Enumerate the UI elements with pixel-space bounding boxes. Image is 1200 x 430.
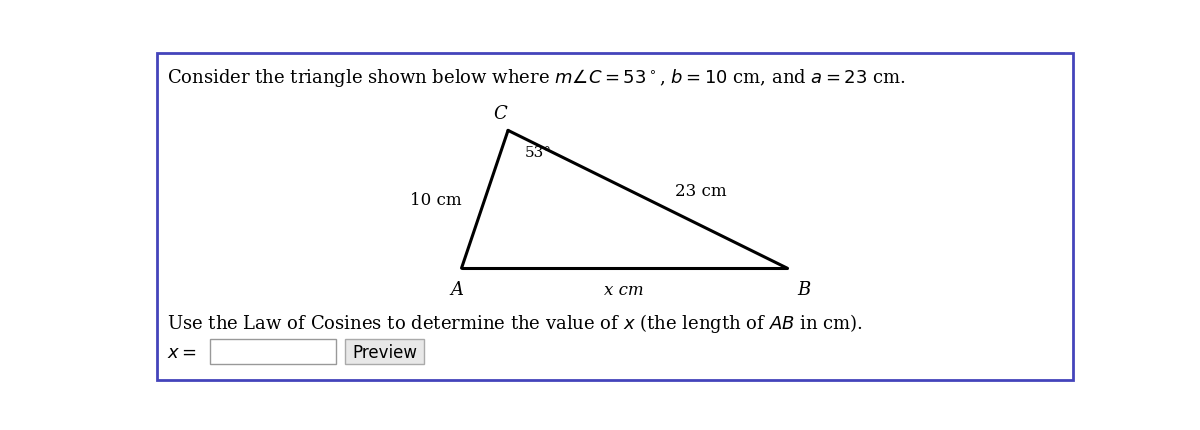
Text: x cm: x cm — [605, 281, 644, 298]
Text: 10 cm: 10 cm — [410, 191, 462, 208]
Text: 23 cm: 23 cm — [676, 183, 727, 200]
Text: 53°: 53° — [524, 146, 552, 160]
Text: C: C — [493, 105, 508, 123]
FancyBboxPatch shape — [210, 340, 336, 365]
Text: A: A — [450, 280, 463, 298]
Text: Consider the triangle shown below where $m\angle C = 53^\circ$, $b = 10$ cm, and: Consider the triangle shown below where … — [167, 67, 906, 89]
Text: B: B — [797, 280, 810, 298]
FancyBboxPatch shape — [346, 340, 425, 365]
Text: Preview: Preview — [353, 343, 418, 361]
Text: $x =$: $x =$ — [167, 343, 197, 361]
Text: Use the Law of Cosines to determine the value of $x$ (the length of $AB$ in cm).: Use the Law of Cosines to determine the … — [167, 311, 863, 335]
